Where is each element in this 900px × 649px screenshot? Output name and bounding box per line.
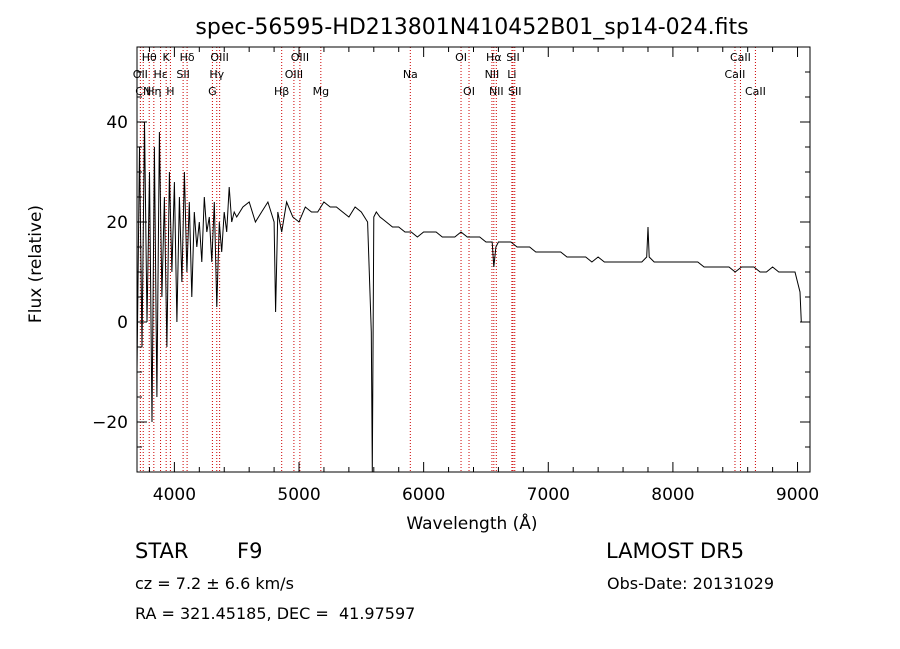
x-axis-label: Wavelength (Å) [406, 512, 537, 534]
y-tick-label: 40 [106, 113, 128, 133]
x-tick-label: 7000 [527, 485, 570, 505]
y-tick-label: −20 [92, 413, 128, 433]
line-label: SII [506, 51, 519, 64]
line-label: G [208, 85, 217, 98]
line-label: Hθ [142, 51, 157, 64]
line-label: Hε [153, 68, 167, 81]
line-label: CaII [725, 68, 746, 81]
line-label: OII [133, 68, 148, 81]
line-label: H [166, 85, 174, 98]
line-label: Hγ [209, 68, 224, 81]
y-tick-label: 20 [106, 213, 128, 233]
x-tick-label: 9000 [776, 485, 819, 505]
line-label: OIII [285, 68, 303, 81]
survey-name: LAMOST DR5 [606, 539, 745, 563]
line-label: Na [403, 68, 418, 81]
line-label: K [163, 51, 171, 64]
y-tick-label: 0 [117, 313, 128, 333]
spectrum-chart: spec-56595-HD213801N410452B01_sp14-024.f… [26, 15, 819, 534]
coordinates: RA = 321.45185, DEC = 41.97597 [135, 604, 416, 623]
emission-line-labels: HθHηHεOIICNKHSIIHδGHγOIIIHβOIIIOIIIMgNaO… [133, 51, 766, 98]
emission-line-markers [139, 47, 756, 472]
line-label: SII [176, 68, 189, 81]
line-label: Mg [313, 85, 329, 98]
y-axis-label: Flux (relative) [26, 205, 46, 323]
x-tick-label: 8000 [651, 485, 694, 505]
chart-title: spec-56595-HD213801N410452B01_sp14-024.f… [195, 15, 748, 40]
line-label: NII [489, 85, 504, 98]
spectrum-line [136, 121, 802, 473]
y-axis: −20 0 20 40 [92, 46, 810, 473]
line-label: Hα [486, 51, 502, 64]
x-tick-label: 5000 [277, 485, 320, 505]
object-type: STAR [135, 539, 189, 563]
line-label: Li [507, 68, 516, 81]
line-label: CaII [730, 51, 751, 64]
line-label: OIII [291, 51, 309, 64]
line-label: Hβ [274, 85, 289, 98]
line-label: OIII [210, 51, 228, 64]
observation-date: Obs-Date: 20131029 [607, 574, 775, 593]
x-axis: 4000 5000 6000 7000 8000 9000 [148, 47, 819, 505]
x-tick-label: 6000 [402, 485, 445, 505]
line-label: SII [508, 85, 521, 98]
line-label: Hη [146, 85, 161, 98]
spectral-subclass: F9 [237, 539, 263, 563]
line-label: CN [135, 85, 151, 98]
line-label: OI [455, 51, 467, 64]
redshift-velocity: cz = 7.2 ± 6.6 km/s [135, 574, 294, 593]
plot-frame [136, 46, 811, 473]
x-tick-label: 4000 [153, 485, 196, 505]
line-label: CaII [745, 85, 766, 98]
line-label: Hδ [180, 51, 195, 64]
line-label: NII [485, 68, 500, 81]
line-label: OI [463, 85, 475, 98]
